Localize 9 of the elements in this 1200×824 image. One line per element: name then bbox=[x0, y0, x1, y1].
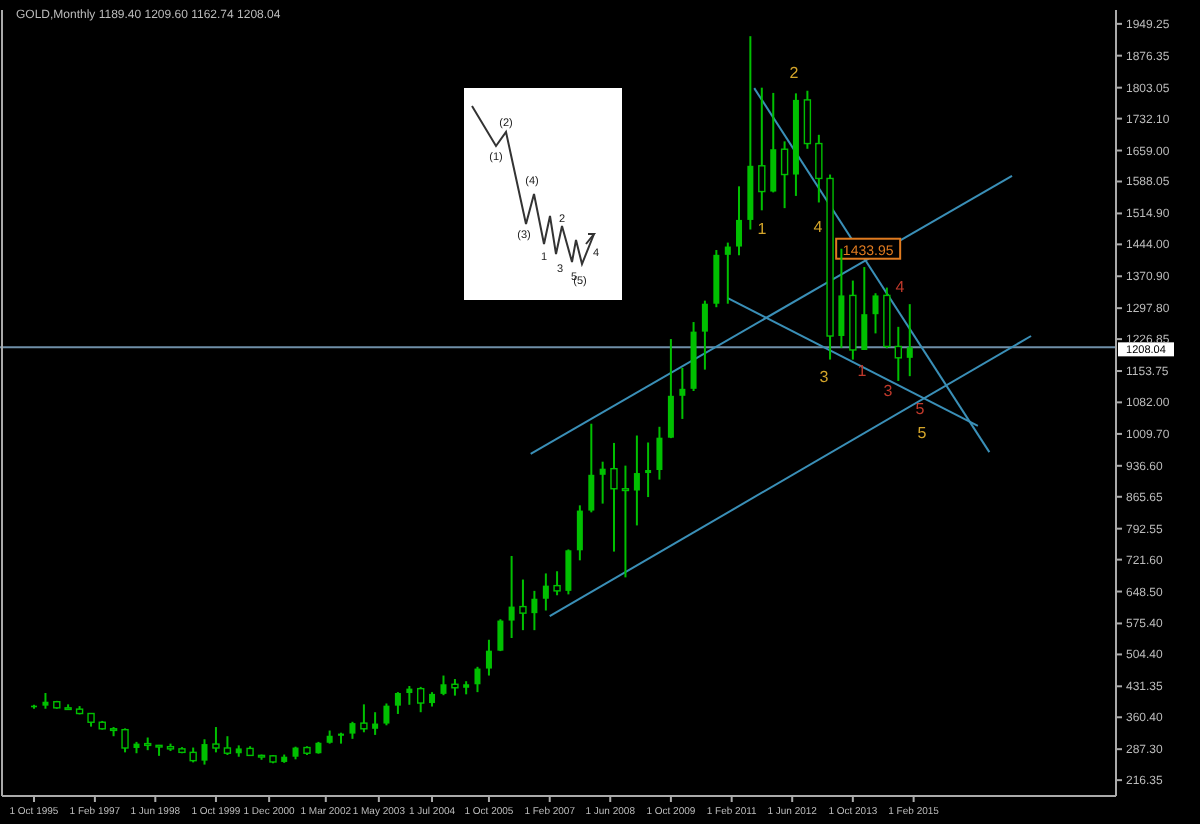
annotation: 1 bbox=[857, 362, 868, 380]
annotation: 5 bbox=[917, 424, 928, 442]
annotation: 4 bbox=[895, 278, 906, 296]
annotation: 3 bbox=[883, 382, 894, 400]
annotation: 4 bbox=[813, 218, 824, 236]
annotation: 5 bbox=[915, 400, 926, 418]
annotation: 1 bbox=[757, 220, 768, 238]
annotation: 3 bbox=[819, 368, 830, 386]
annotation: 2 bbox=[789, 64, 800, 82]
